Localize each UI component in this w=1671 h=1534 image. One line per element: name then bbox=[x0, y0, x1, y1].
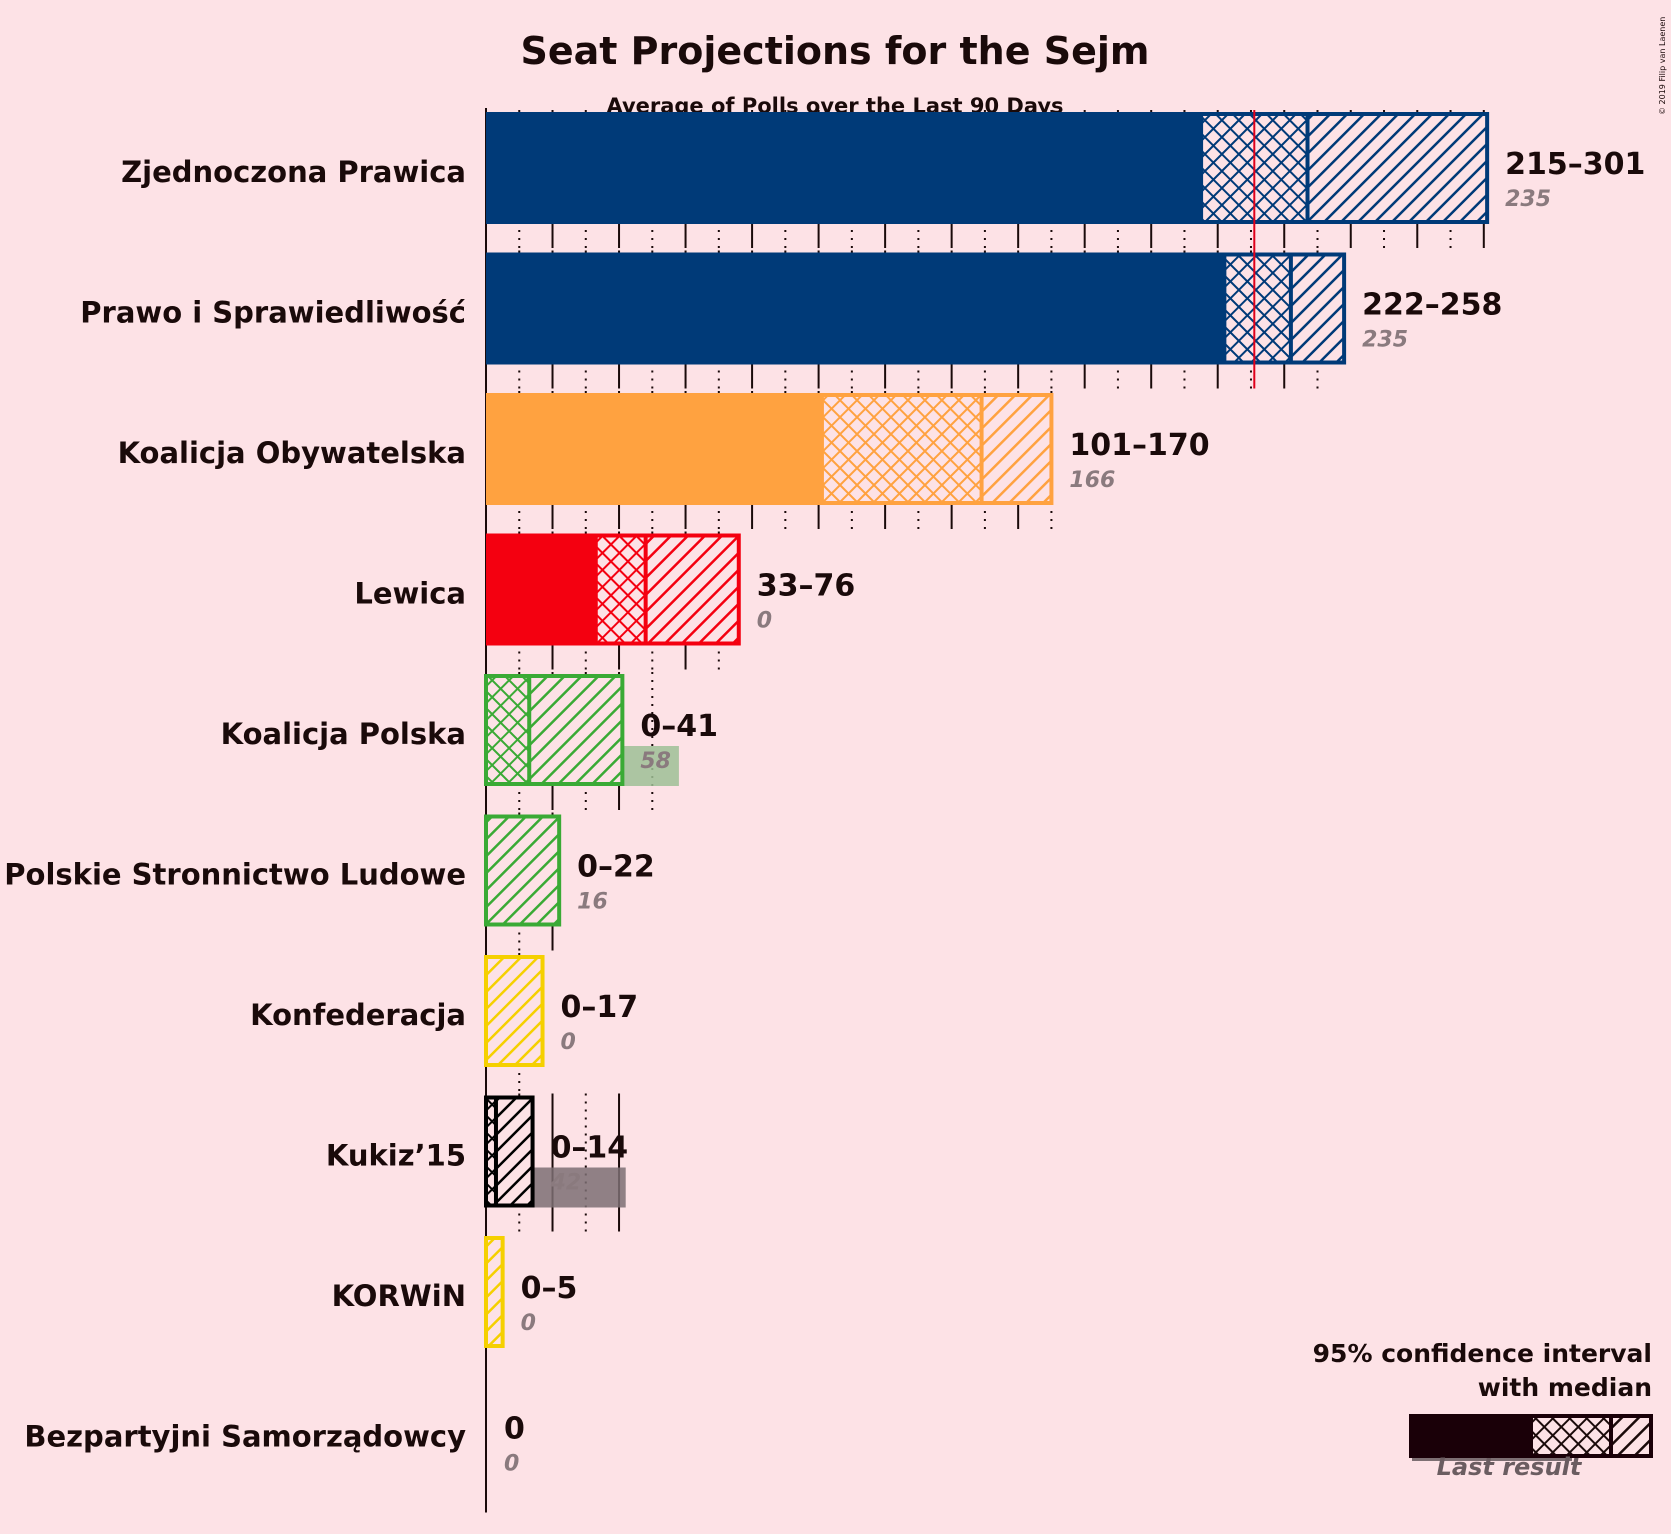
legend-line-2: with median bbox=[1478, 1373, 1652, 1402]
party-row: Prawo i Sprawiedliwość 222–258 235 bbox=[80, 250, 1502, 389]
ci-lower-bar bbox=[821, 393, 982, 505]
seat-range-label: 215–301 bbox=[1505, 147, 1645, 182]
seat-range-label: 0–22 bbox=[577, 850, 655, 885]
legend-ci-upper-bar bbox=[1611, 1414, 1651, 1458]
last-result-label: 16 bbox=[577, 890, 608, 915]
solid-bar bbox=[486, 252, 1225, 365]
party-row: Bezpartyjni Samorządowcy 0 0 bbox=[24, 1412, 524, 1477]
ci-outline bbox=[1199, 112, 1490, 224]
ci-lower-bar bbox=[595, 533, 646, 646]
ci-outline bbox=[484, 814, 562, 927]
ci-outline bbox=[484, 674, 625, 786]
seat-range-label: 33–76 bbox=[757, 569, 856, 604]
solid-bar bbox=[486, 533, 596, 646]
legend-sample-bar bbox=[1409, 1414, 1653, 1461]
ci-lower-bar bbox=[1224, 252, 1291, 365]
ci-lower-bar bbox=[486, 674, 530, 786]
legend-line-1: 95% confidence interval bbox=[1313, 1339, 1652, 1368]
seat-range-label: 0 bbox=[504, 1412, 525, 1447]
party-row: Polskie Stronnictwo Ludowe 0–22 16 bbox=[4, 812, 655, 951]
party-row: Konfederacja 0–17 0 bbox=[250, 953, 638, 1091]
seat-range-label: 0–17 bbox=[561, 990, 639, 1025]
party-name: Lewica bbox=[354, 577, 466, 611]
legend-last-result: Last result bbox=[1437, 1453, 1583, 1481]
legend-ci-outline bbox=[1529, 1414, 1653, 1458]
chart-title: Seat Projections for the Sejm bbox=[521, 29, 1150, 73]
last-result-label: 166 bbox=[1069, 468, 1115, 493]
party-name: Konfederacja bbox=[250, 998, 466, 1032]
solid-bar bbox=[486, 112, 1202, 224]
ci-upper-bar bbox=[495, 1095, 533, 1208]
party-name: Prawo i Sprawiedliwość bbox=[80, 296, 466, 330]
ci-upper-bar bbox=[981, 393, 1052, 505]
ci-outline bbox=[484, 955, 545, 1067]
last-result-label: 58 bbox=[640, 749, 671, 774]
party-name: Bezpartyjni Samorządowcy bbox=[24, 1420, 466, 1454]
party-name: Kukiz’15 bbox=[326, 1139, 466, 1173]
seat-range-label: 222–258 bbox=[1362, 288, 1502, 323]
party-row: Kukiz’15 0–14 42 bbox=[326, 1093, 629, 1232]
ci-outline bbox=[484, 1095, 535, 1208]
party-name: KORWiN bbox=[332, 1279, 466, 1313]
party-row: Koalicja Polska 0–41 58 bbox=[221, 672, 718, 810]
copyright-note: © 2019 Filip van Laenen bbox=[1658, 17, 1667, 115]
party-name: Polskie Stronnictwo Ludowe bbox=[4, 858, 466, 892]
last-result-label: 235 bbox=[1505, 187, 1551, 212]
last-result-label: 0 bbox=[757, 609, 772, 634]
party-row: Koalicja Obywatelska 101–170 166 bbox=[118, 391, 1210, 529]
ci-lower-bar bbox=[486, 1095, 496, 1208]
ci-outline bbox=[484, 1236, 505, 1348]
ci-outline bbox=[593, 533, 741, 646]
solid-bar bbox=[486, 393, 822, 505]
seat-range-label: 0–41 bbox=[640, 709, 718, 744]
ci-upper-bar bbox=[486, 1236, 503, 1348]
last-result-label: 0 bbox=[561, 1030, 576, 1055]
party-row: Lewica 33–76 0 bbox=[354, 531, 856, 670]
party-row: Zjednoczona Prawica 215–301 235 bbox=[121, 110, 1645, 248]
last-result-label: 42 bbox=[550, 1171, 582, 1196]
ci-outline bbox=[1222, 252, 1347, 365]
legend: 95% confidence interval with median Last… bbox=[1313, 1339, 1653, 1481]
ci-upper-bar bbox=[486, 814, 560, 927]
ci-upper-bar bbox=[529, 674, 623, 786]
last-result-label: 0 bbox=[504, 1452, 519, 1477]
party-row: KORWiN 0–5 0 bbox=[332, 1236, 578, 1348]
ci-upper-bar bbox=[486, 955, 543, 1067]
party-name: Koalicja Polska bbox=[221, 717, 466, 751]
ci-upper-bar bbox=[1307, 112, 1488, 224]
last-result-label: 0 bbox=[521, 1311, 536, 1336]
party-name: Koalicja Obywatelska bbox=[118, 436, 466, 470]
ci-upper-bar bbox=[645, 533, 739, 646]
seat-range-label: 101–170 bbox=[1069, 428, 1209, 463]
legend-solid-bar bbox=[1409, 1414, 1531, 1458]
party-name: Zjednoczona Prawica bbox=[121, 155, 466, 189]
seat-range-label: 0–5 bbox=[521, 1271, 578, 1306]
last-result-label: 235 bbox=[1362, 328, 1408, 353]
legend-ci-lower-bar bbox=[1531, 1414, 1611, 1458]
ci-upper-bar bbox=[1290, 252, 1345, 365]
ci-outline bbox=[819, 393, 1054, 505]
seat-range-label: 0–14 bbox=[551, 1131, 629, 1166]
